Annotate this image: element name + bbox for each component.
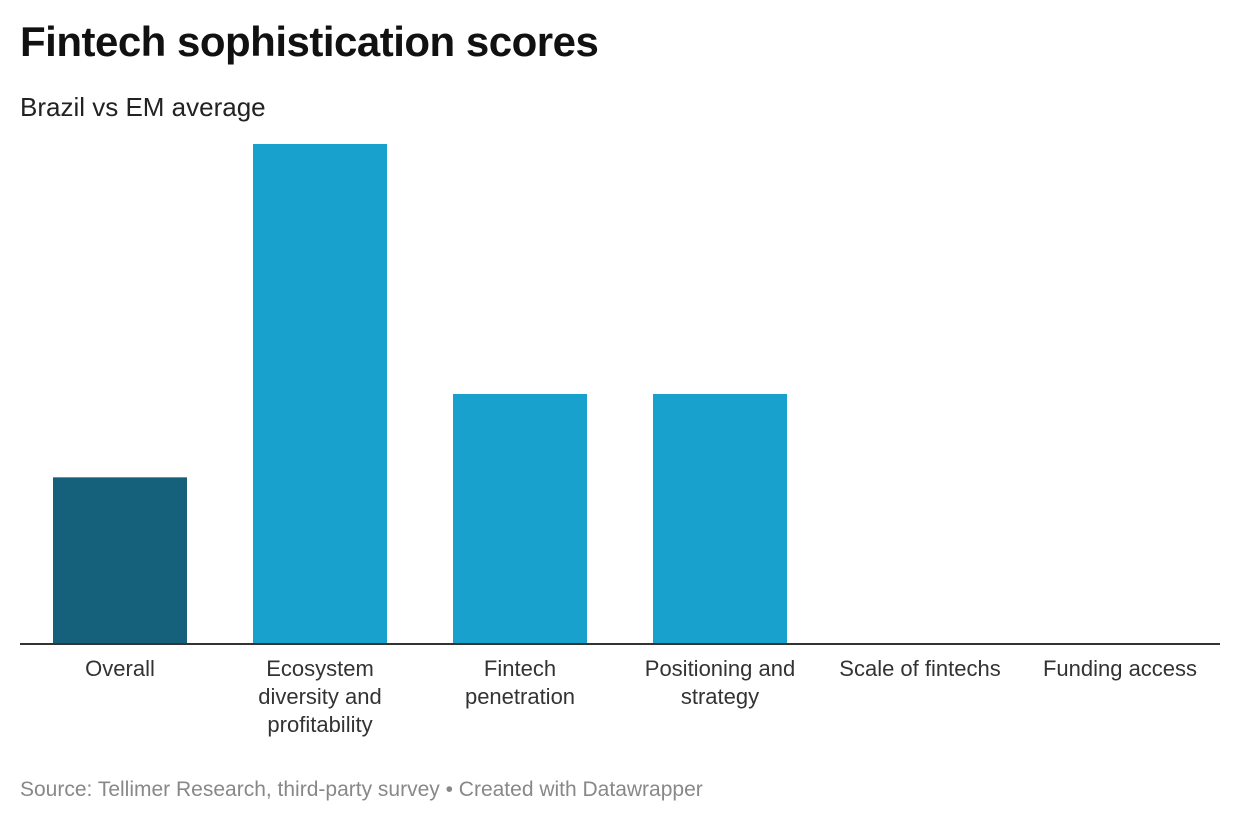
category-label-funding-access: Funding access xyxy=(1043,656,1197,681)
category-label-line: Overall xyxy=(85,656,155,681)
category-label-fintech-penetration: Fintech penetration xyxy=(465,656,575,709)
source-note: Source: Tellimer Research, third-party s… xyxy=(20,778,703,801)
category-label-line: profitability xyxy=(267,712,372,737)
chart-subtitle: Brazil vs EM average xyxy=(20,92,266,122)
category-label-line: Ecosystem xyxy=(266,656,374,681)
bar-chart: Overall Ecosystem diversity and profitabili… xyxy=(20,144,1220,737)
bars-group xyxy=(53,144,787,644)
chart-title: Fintech sophistication scores xyxy=(20,18,599,65)
bar-fintech-penetration xyxy=(453,394,587,644)
category-label-positioning-and-strategy: Positioning and strategy xyxy=(645,656,795,709)
category-label-line: Funding access xyxy=(1043,656,1197,681)
category-label-line: strategy xyxy=(681,684,759,709)
category-label-line: Scale of fintechs xyxy=(839,656,1000,681)
bar-positioning-and-strategy xyxy=(653,394,787,644)
bar-overall xyxy=(53,477,187,644)
category-label-overall: Overall xyxy=(85,656,155,681)
category-label-scale-of-fintechs: Scale of fintechs xyxy=(839,656,1000,681)
bar-ecosystem-diversity-and-profitability xyxy=(253,144,387,644)
category-label-line: diversity and xyxy=(258,684,382,709)
category-labels-group: Overall Ecosystem diversity and profitabili… xyxy=(85,656,1197,737)
category-label-line: Positioning and xyxy=(645,656,795,681)
category-label-line: Fintech xyxy=(484,656,556,681)
category-label-ecosystem-diversity-and-profitability: Ecosystem diversity and profitability xyxy=(258,656,382,737)
category-label-line: penetration xyxy=(465,684,575,709)
